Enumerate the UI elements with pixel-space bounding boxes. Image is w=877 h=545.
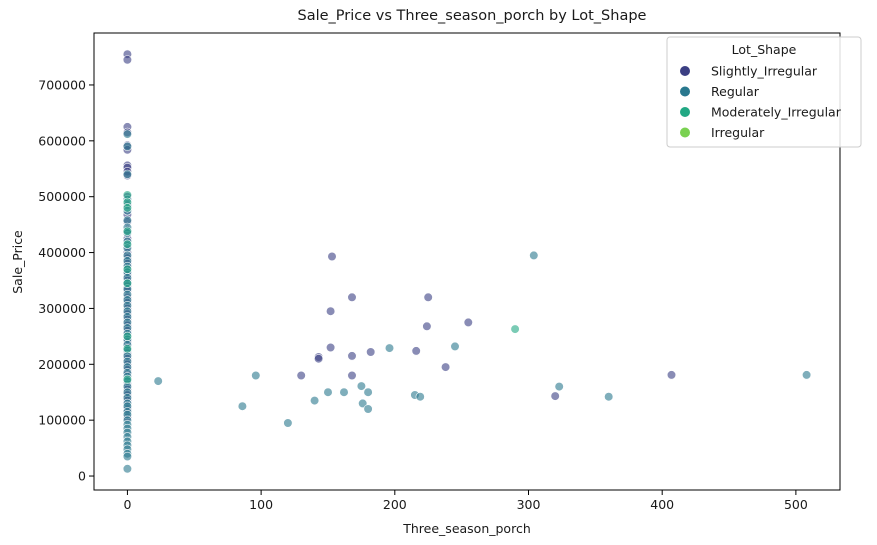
data-point: [666, 370, 677, 380]
data-point: [122, 55, 132, 65]
data-point: [356, 381, 367, 391]
data-point: [529, 250, 539, 260]
data-point: [326, 306, 336, 316]
data-point: [122, 451, 132, 462]
y-axis-title: Sale_Price: [10, 230, 25, 294]
legend-box: [666, 36, 862, 148]
data-point: [122, 344, 132, 354]
legend-marker: [680, 66, 690, 76]
data-point: [323, 387, 333, 397]
x-axis-title: Three_season_porch: [402, 521, 531, 536]
points-layer: [122, 49, 812, 474]
legend-marker: [680, 107, 690, 117]
data-point: [122, 374, 132, 385]
x-tick-label: 100: [249, 497, 273, 512]
data-point: [251, 370, 261, 381]
data-point: [310, 396, 320, 406]
legend-label: Irregular: [711, 125, 765, 140]
data-point: [296, 370, 306, 381]
data-point: [327, 251, 337, 262]
data-point: [363, 387, 373, 397]
chart-title: Sale_Price vs Three_season_porch by Lot_…: [298, 8, 647, 24]
x-tick-label: 200: [383, 497, 407, 512]
data-point: [801, 370, 812, 380]
data-point: [122, 331, 132, 342]
x-tick-label: 500: [784, 497, 808, 512]
data-point: [339, 387, 349, 397]
data-point: [450, 341, 460, 352]
data-point: [122, 264, 132, 274]
data-point: [550, 391, 560, 401]
data-point: [122, 226, 132, 236]
data-point: [363, 404, 373, 414]
data-point: [153, 376, 163, 386]
data-point: [423, 292, 433, 302]
y-tick-label: 400000: [38, 245, 86, 260]
legend: Lot_Shape Slightly_Irregular Regular Moder…: [666, 36, 862, 148]
data-point: [122, 278, 132, 288]
x-tick-label: 400: [650, 497, 674, 512]
data-point: [314, 354, 324, 364]
data-point: [237, 401, 247, 411]
y-tick-label: 0: [78, 469, 86, 484]
data-point: [122, 141, 132, 151]
legend-label: Regular: [711, 84, 760, 99]
x-tick-label: 300: [517, 497, 541, 512]
data-point: [358, 398, 368, 409]
data-point: [122, 169, 132, 179]
data-point: [283, 418, 293, 428]
y-tick-label: 600000: [38, 133, 86, 148]
data-point: [122, 129, 132, 139]
data-point: [510, 324, 520, 334]
data-point: [604, 392, 614, 402]
plot-frame: [93, 32, 841, 491]
y-tick-label: 300000: [38, 301, 86, 316]
data-point: [326, 342, 336, 353]
data-point: [122, 203, 132, 213]
data-point: [347, 351, 357, 361]
data-point: [384, 343, 395, 353]
y-tick-label: 100000: [38, 413, 86, 428]
ticks-layer: 0 100 200 300 400 500 0 100000 200000 300000 40000…: [38, 77, 808, 512]
legend-title: Lot_Shape: [732, 42, 797, 57]
data-point: [122, 239, 132, 249]
legend-label: Slightly_Irregular: [711, 64, 818, 79]
data-point: [347, 370, 357, 381]
legend-marker: [680, 127, 690, 138]
data-point: [347, 292, 357, 302]
y-tick-label: 200000: [38, 357, 86, 372]
x-tick-label: 0: [123, 497, 131, 512]
legend-entries: Slightly_Irregular Regular Moderately_Irre…: [680, 64, 842, 140]
data-point: [411, 346, 421, 356]
data-point: [554, 382, 564, 392]
data-point: [463, 317, 473, 328]
data-point: [415, 392, 425, 402]
data-point: [122, 464, 132, 474]
y-tick-label: 500000: [38, 189, 86, 204]
data-point: [422, 321, 432, 331]
data-point: [441, 362, 451, 372]
legend-marker: [680, 86, 690, 97]
legend-label: Moderately_Irregular: [711, 105, 842, 120]
data-point: [366, 347, 376, 357]
y-tick-label: 700000: [38, 77, 86, 92]
